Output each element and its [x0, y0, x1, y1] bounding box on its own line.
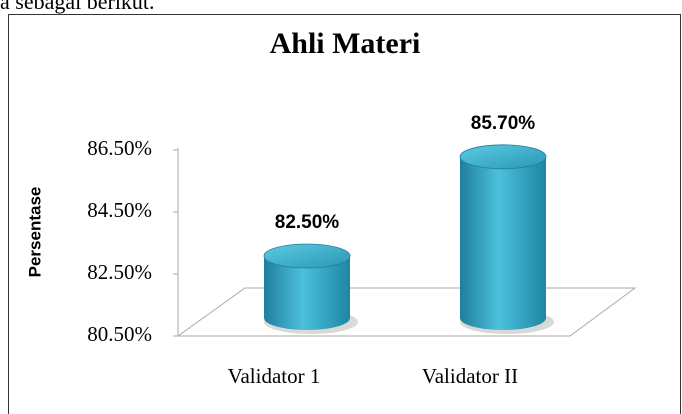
- value-label: 82.50%: [275, 212, 340, 233]
- y-tick-label: 80.50%: [87, 322, 152, 346]
- chart-title: Ahli Materi: [270, 27, 421, 60]
- x-tick-label: Validator II: [422, 364, 518, 388]
- bar-top: [459, 144, 547, 170]
- chart-frame: [8, 14, 681, 414]
- y-tick-label: 84.50%: [87, 198, 152, 222]
- intro-text: a sebagai berikut.: [0, 0, 155, 14]
- bar: [460, 156, 546, 330]
- y-tick-label: 82.50%: [87, 260, 152, 284]
- bar-top: [263, 243, 351, 269]
- y-axis-title: Persentase: [25, 187, 44, 278]
- floor: [176, 287, 637, 337]
- x-tick-label: Validator 1: [228, 364, 321, 388]
- value-label: 85.70%: [471, 113, 536, 134]
- y-tick-label: 86.50%: [87, 136, 152, 160]
- bar: [264, 256, 350, 330]
